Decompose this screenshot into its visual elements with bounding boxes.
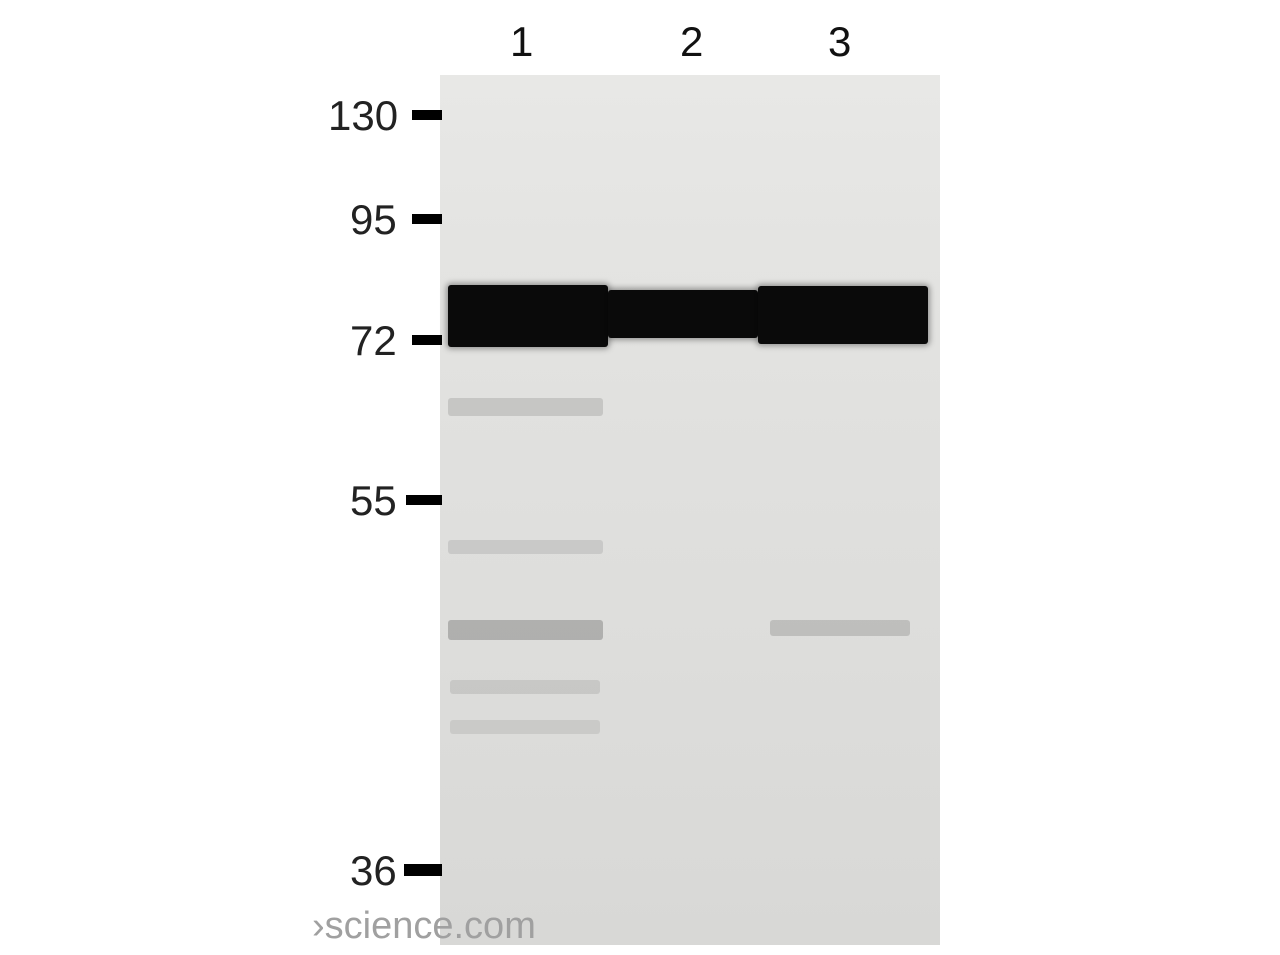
marker-55-label: 55 <box>350 477 397 525</box>
marker-130-label: 130 <box>328 92 398 140</box>
marker-55-tick <box>406 495 442 505</box>
lane-3-label: 3 <box>828 18 851 66</box>
band-lane-1 <box>448 398 603 416</box>
marker-36-tick <box>404 864 442 876</box>
gel-membrane <box>440 75 940 945</box>
band-lane-1 <box>450 720 600 734</box>
marker-95-label: 95 <box>350 196 397 244</box>
lane-2-label: 2 <box>680 18 703 66</box>
band-lane-1 <box>448 540 603 554</box>
lane-1-label: 1 <box>510 18 533 66</box>
marker-72-label: 72 <box>350 317 397 365</box>
watermark-text: ›science.com <box>312 905 536 948</box>
band-lane-1 <box>448 620 603 640</box>
band-lane-3 <box>770 620 910 636</box>
marker-72-tick <box>412 335 442 345</box>
marker-130-tick <box>412 110 442 120</box>
band-lane-1 <box>448 285 608 347</box>
marker-95-tick <box>412 214 442 224</box>
marker-36-label: 36 <box>350 847 397 895</box>
band-lane-1 <box>450 680 600 694</box>
band-lane-2 <box>608 290 758 338</box>
band-lane-3 <box>758 286 928 344</box>
